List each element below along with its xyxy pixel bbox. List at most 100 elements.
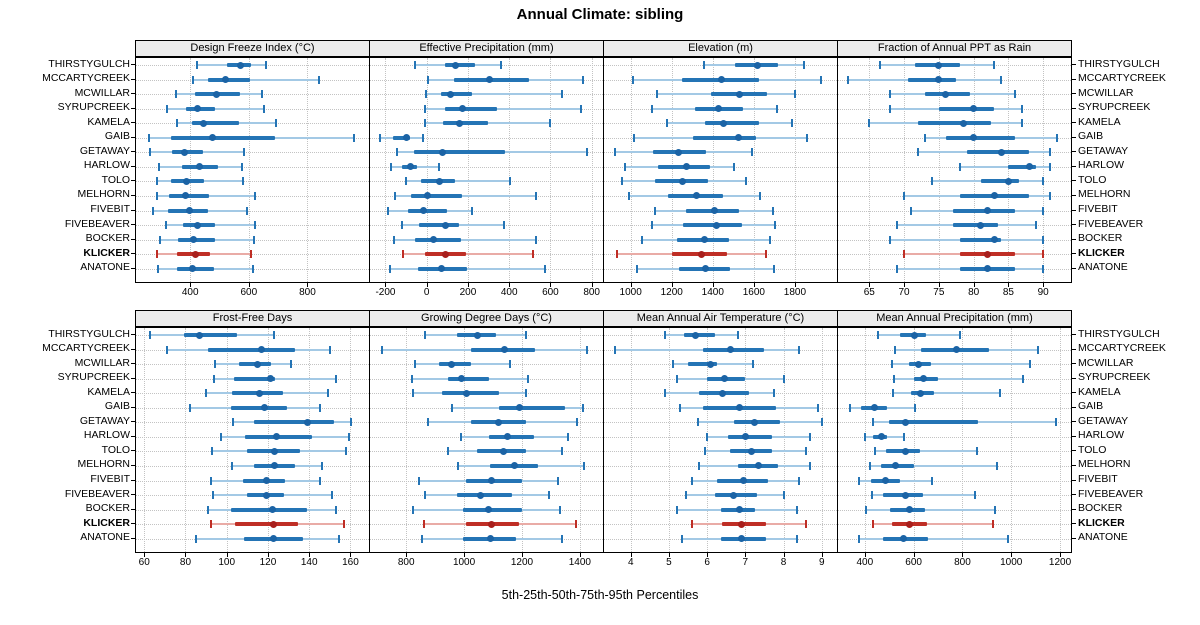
- site-label-right: GAIB: [1078, 130, 1104, 143]
- whisker-cap-5th: [873, 447, 876, 456]
- whisker-cap-95th: [273, 331, 276, 339]
- row-tick-left: [131, 334, 135, 335]
- median-dot: [739, 477, 747, 484]
- row-tick-right: [1072, 479, 1076, 481]
- whisker-cap-95th: [253, 221, 256, 230]
- row-tick-right: [1072, 537, 1076, 539]
- axis-tick-label: 80: [179, 557, 192, 568]
- median-dot: [495, 418, 503, 426]
- whisker-cap-5th: [656, 90, 659, 99]
- median-dot: [713, 221, 721, 229]
- median-dot: [263, 491, 271, 499]
- whisker-cap-95th: [253, 191, 256, 200]
- axis-tick: [962, 553, 964, 557]
- panel-mean-annual-precipitation-mm-: [837, 327, 1072, 553]
- iqr-bar-25-75: [445, 106, 497, 111]
- median-dot: [952, 346, 960, 354]
- median-dot: [503, 433, 511, 441]
- site-label-left: FIVEBEAVER: [64, 217, 130, 230]
- whisker-cap-5th: [868, 119, 871, 128]
- axis-tick: [426, 283, 428, 287]
- whisker-cap-95th: [252, 235, 255, 244]
- axis-tick: [350, 553, 352, 557]
- axis-tick: [938, 283, 940, 287]
- site-label-right: MELHORN: [1078, 458, 1131, 471]
- site-label-left: THIRSTYGULCH: [48, 327, 130, 340]
- whisker-cap-5th: [614, 345, 617, 354]
- whisker-cap-95th: [902, 432, 905, 441]
- grid-line-vertical: [521, 328, 523, 552]
- grid-line-vertical: [248, 58, 250, 282]
- axis-tick: [467, 283, 469, 287]
- whisker-cap-5th: [704, 447, 707, 456]
- row-tick-right: [1072, 450, 1076, 452]
- axis-tick-label: 600: [240, 287, 258, 298]
- whisker-cap-5th: [632, 133, 635, 142]
- panel-strip-title: Mean Annual Air Temperature (°C): [603, 310, 838, 327]
- panel-strip-title: Effective Precipitation (mm): [369, 40, 604, 57]
- median-dot: [719, 119, 727, 127]
- site-label-left: BOCKER: [85, 232, 130, 245]
- axis-tick: [671, 283, 673, 287]
- whisker-cap-5th: [422, 520, 425, 529]
- row-tick-left: [131, 253, 135, 255]
- whisker-cap-95th: [1022, 374, 1025, 383]
- iqr-bar-25-75: [693, 135, 756, 140]
- median-dot: [678, 177, 686, 185]
- whisker-cap-95th: [820, 418, 823, 427]
- whisker-cap-5th: [868, 461, 871, 470]
- whisker-cap-5th: [231, 418, 234, 427]
- site-label-right: ANATONE: [1078, 531, 1128, 544]
- row-tick-left: [131, 267, 135, 269]
- axis-tick-label: 7: [742, 557, 749, 568]
- grid-line-vertical: [630, 58, 632, 282]
- whisker-cap-95th: [782, 491, 785, 500]
- site-label-right: THIRSTYGULCH: [1078, 327, 1160, 340]
- median-dot: [900, 535, 908, 543]
- site-label-left: BOCKER: [85, 502, 130, 515]
- grid-line-vertical: [962, 328, 964, 552]
- iqr-bar-25-75: [234, 522, 298, 527]
- whisker-cap-95th: [561, 447, 564, 456]
- whisker-cap-5th: [651, 104, 654, 113]
- whisker-cap-5th: [426, 75, 429, 84]
- grid-line-horizontal: [136, 181, 369, 183]
- panel-mean-annual-air-temperature-c-: [603, 327, 838, 553]
- median-dot: [254, 360, 262, 368]
- grid-line-vertical: [406, 328, 408, 552]
- whisker-cap-5th: [164, 221, 167, 230]
- row-tick-right: [1072, 421, 1076, 423]
- whisker-cap-5th: [447, 447, 450, 456]
- iqr-bar-25-75: [456, 493, 512, 498]
- median-dot: [183, 177, 191, 185]
- median-dot: [200, 119, 208, 127]
- whisker-cap-95th: [773, 264, 776, 273]
- whisker-5-95: [892, 392, 1001, 395]
- axis-tick: [550, 283, 552, 287]
- whisker-cap-95th: [993, 61, 996, 69]
- iqr-bar-25-75: [980, 179, 1019, 184]
- axis-tick-label: 9: [818, 557, 825, 568]
- site-label-left: GAIB: [104, 130, 130, 143]
- median-dot: [990, 236, 998, 244]
- iqr-bar-25-75: [703, 347, 765, 352]
- median-dot: [747, 447, 755, 455]
- median-dot: [707, 360, 715, 368]
- iqr-bar-25-75: [728, 434, 773, 439]
- whisker-cap-5th: [451, 403, 454, 412]
- axis-tick: [869, 283, 871, 287]
- whisker-cap-5th: [872, 520, 875, 529]
- axis-tick-label: 85: [1002, 287, 1014, 298]
- grid-line-horizontal: [838, 480, 1071, 482]
- median-dot: [715, 105, 723, 113]
- iqr-bar-25-75: [938, 106, 995, 111]
- whisker-cap-5th: [903, 250, 906, 259]
- median-dot: [189, 236, 197, 244]
- median-dot: [194, 221, 202, 229]
- grid-line-vertical: [671, 58, 673, 282]
- whisker-cap-5th: [156, 177, 159, 186]
- whisker-cap-5th: [889, 104, 892, 113]
- median-dot: [730, 491, 738, 499]
- grid-line-vertical: [794, 58, 796, 282]
- whisker-cap-5th: [379, 133, 382, 142]
